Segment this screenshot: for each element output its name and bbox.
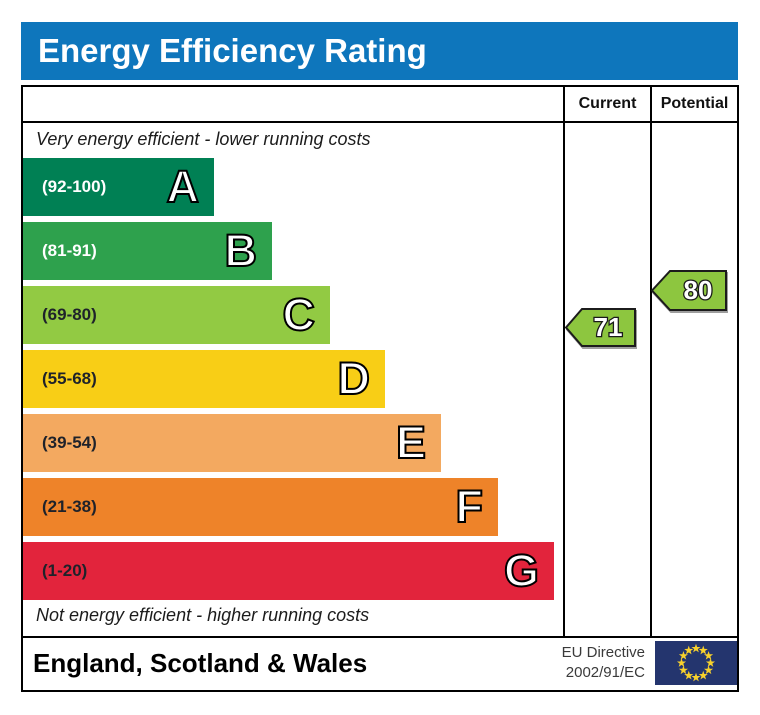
header-divider [23, 121, 737, 123]
band-range-label: (55-68) [42, 369, 97, 388]
page-title: Energy Efficiency Rating [38, 32, 427, 69]
band-range-label: (39-54) [42, 433, 97, 452]
current-arrow-shape [565, 308, 636, 347]
footer-bar: England, Scotland & Wales EU Directive 2… [21, 638, 739, 692]
band-row-f: (21-38) F [23, 478, 498, 536]
title-bar: Energy Efficiency Rating [21, 22, 738, 80]
potential-rating-value: 80 [684, 275, 713, 305]
band-range-label: (92-100) [42, 177, 107, 196]
band-letter: C [282, 288, 316, 341]
potential-arrow-shape [651, 270, 727, 311]
region-label: England, Scotland & Wales [33, 647, 368, 678]
bottom-caption: Not energy efficient - higher running co… [36, 605, 370, 625]
band-letter: E [395, 416, 427, 469]
band-letter: B [224, 224, 258, 277]
current-column-divider [563, 87, 565, 636]
potential-column-header: Potential [660, 95, 729, 112]
band-row-a: (92-100) A [23, 158, 214, 216]
band-row-d: (55-68) D [23, 350, 385, 408]
top-caption: Very energy efficient - lower running co… [36, 129, 371, 149]
band-letter: A [166, 160, 200, 213]
eu-directive-line2: 2002/91/EC [565, 664, 645, 681]
potential-rating-arrow: 80 [651, 270, 727, 311]
band-range-label: (81-91) [42, 241, 97, 260]
band-row-c: (69-80) C [23, 286, 330, 344]
band-row-b: (81-91) B [23, 222, 272, 280]
current-rating-value: 71 [594, 312, 623, 342]
potential-column-divider [650, 87, 652, 636]
rating-table: Current Potential Very energy efficient … [21, 85, 739, 638]
band-row-g: (1-20) G [23, 542, 554, 600]
band-range-label: (69-80) [42, 305, 97, 324]
eu-directive-label: EU Directive 2002/91/EC [562, 643, 645, 683]
band-range-label: (1-20) [42, 561, 88, 580]
band-letter: G [503, 544, 540, 597]
band-letter: D [337, 352, 371, 405]
eu-directive-line1: EU Directive [561, 644, 645, 661]
eu-flag-icon [655, 641, 737, 685]
band-range-label: (21-38) [42, 497, 97, 516]
current-column-header: Current [578, 95, 637, 112]
band-letter: F [455, 480, 484, 533]
band-row-e: (39-54) E [23, 414, 441, 472]
current-rating-arrow: 71 [565, 308, 636, 347]
